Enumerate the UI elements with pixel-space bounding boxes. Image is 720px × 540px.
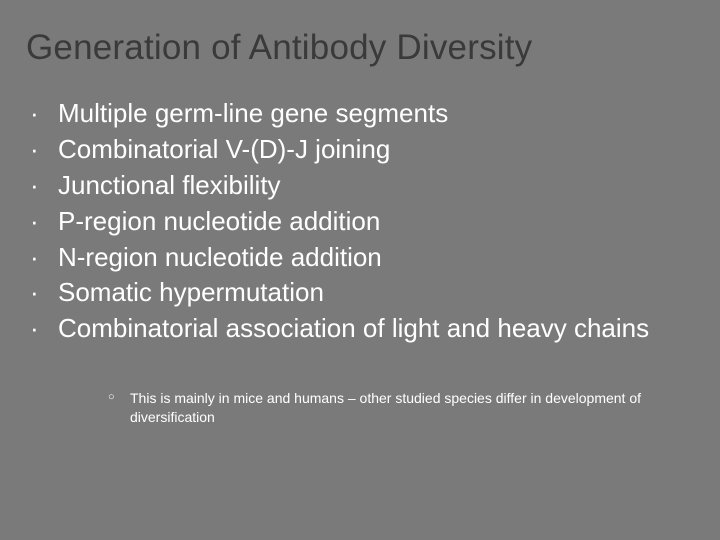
list-item: Combinatorial V-(D)-J joining	[58, 132, 694, 168]
slide-container: Generation of Antibody Diversity Multipl…	[0, 0, 720, 540]
sub-bullet-list: This is mainly in mice and humans – othe…	[26, 389, 694, 427]
list-item: Junctional flexibility	[58, 168, 694, 204]
list-item: P-region nucleotide addition	[58, 204, 694, 240]
main-bullet-list: Multiple germ-line gene segments Combina…	[26, 96, 694, 347]
list-item: N-region nucleotide addition	[58, 240, 694, 276]
list-item: Combinatorial association of light and h…	[58, 311, 694, 347]
slide-title: Generation of Antibody Diversity	[26, 28, 694, 68]
sub-list-item: This is mainly in mice and humans – othe…	[130, 389, 694, 427]
list-item: Somatic hypermutation	[58, 275, 694, 311]
list-item: Multiple germ-line gene segments	[58, 96, 694, 132]
